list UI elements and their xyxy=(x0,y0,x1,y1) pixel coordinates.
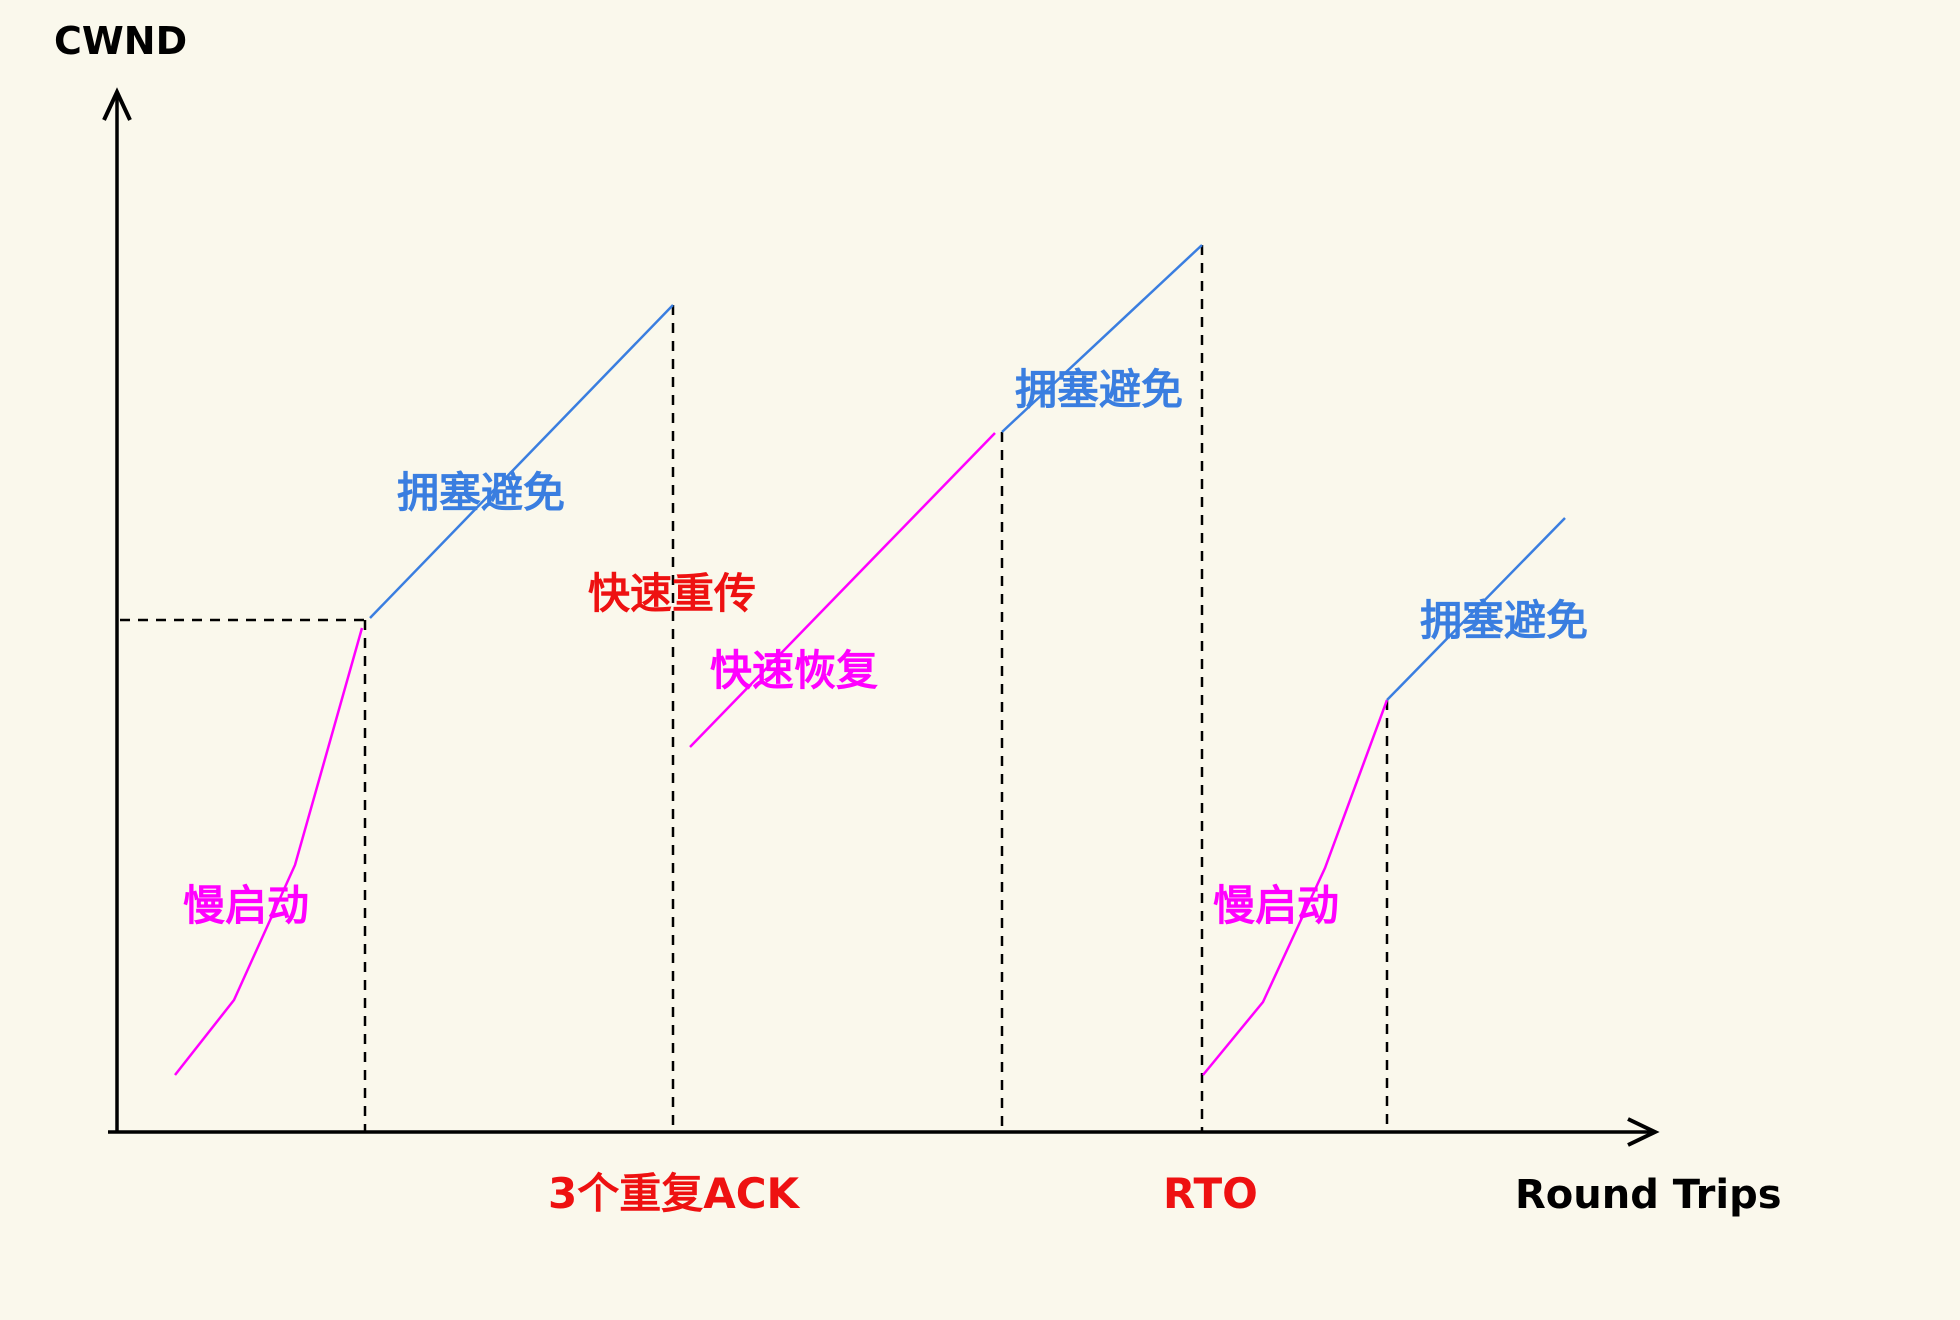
event-triple-dup-ack: 3个重复ACK xyxy=(548,1169,801,1218)
congestion-avoidance-line-3 xyxy=(1386,517,1566,701)
x-axis-label: Round Trips xyxy=(1515,1172,1782,1218)
slow-start-curve-2 xyxy=(1202,699,1389,1076)
slow-start-curve-1 xyxy=(174,627,364,1076)
label-fast-retransmit: 快速重传 xyxy=(588,569,756,618)
label-congestion-avoidance-2: 拥塞避免 xyxy=(1015,365,1183,414)
congestion-avoidance-line-2 xyxy=(1001,244,1203,433)
label-fast-recovery: 快速恢复 xyxy=(710,646,878,695)
label-congestion-avoidance-1: 拥塞避免 xyxy=(397,468,565,517)
y-axis-arrowhead xyxy=(102,87,132,121)
x-axis-arrowhead xyxy=(1627,1117,1660,1147)
congestion-avoidance-line-1 xyxy=(369,304,674,619)
event-rto: RTO xyxy=(1163,1169,1258,1218)
label-slow-start-2: 慢启动 xyxy=(1213,881,1339,930)
fast-recovery-line xyxy=(689,432,996,748)
label-slow-start-1: 慢启动 xyxy=(183,881,309,930)
label-congestion-avoidance-3: 拥塞避免 xyxy=(1420,596,1588,645)
y-axis-label: CWND xyxy=(54,19,187,63)
